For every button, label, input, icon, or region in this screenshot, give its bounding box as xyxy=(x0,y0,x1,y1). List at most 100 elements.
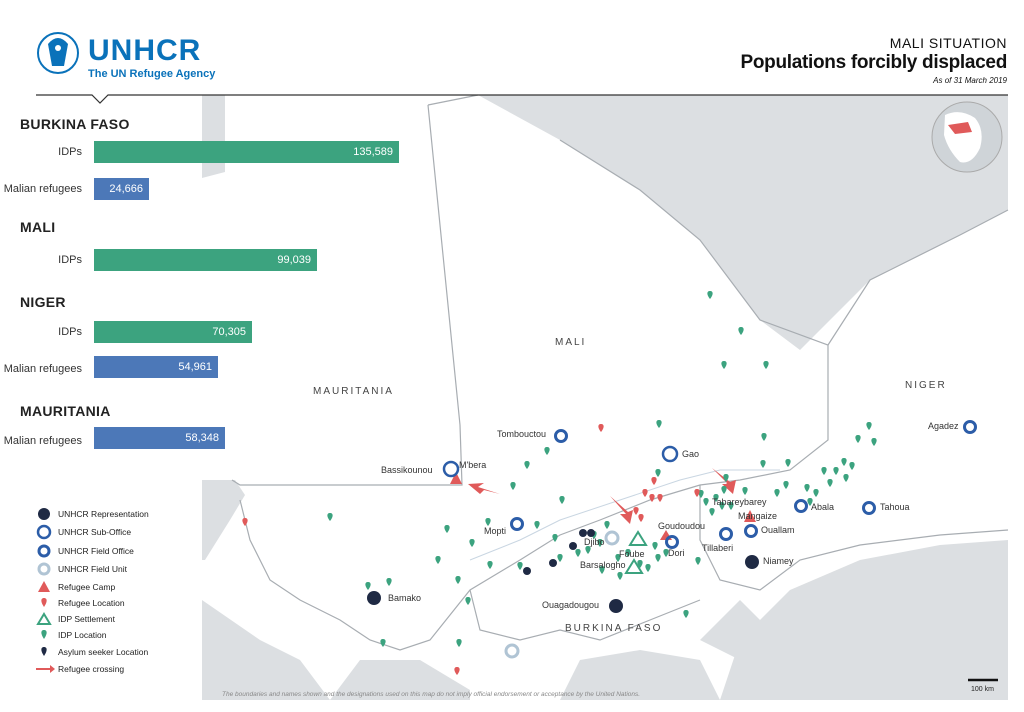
asylum-seeker-location-icon xyxy=(579,529,587,537)
idp-location-icon xyxy=(544,447,550,455)
idp-location-icon xyxy=(723,474,729,482)
idp-location-icon xyxy=(456,639,462,647)
place-label: Mopti xyxy=(484,526,507,536)
unhcr-field-office-icon xyxy=(554,429,568,443)
unhcr-representation-icon xyxy=(367,591,381,605)
unhcr-sub-office-icon xyxy=(661,445,679,463)
idp-location-icon xyxy=(866,422,872,430)
idp-location-icon xyxy=(742,487,748,495)
idp-location-icon xyxy=(760,460,766,468)
stats-row-label: IDPs xyxy=(58,326,82,338)
idp-location-icon xyxy=(663,549,669,557)
unhcr-field-units xyxy=(504,530,620,659)
idp-location-icon xyxy=(380,639,386,647)
idp-location-icon xyxy=(625,549,631,557)
refugee-camp-icon xyxy=(744,510,756,522)
idp-location-icon xyxy=(807,498,813,506)
idp-location-icon xyxy=(728,502,734,510)
idp-location-icon xyxy=(703,498,709,506)
unhcr-logo-emblem xyxy=(37,32,79,74)
stats-bar-value: 70,305 xyxy=(212,326,246,338)
country-label-mauritania: MAURITANIA xyxy=(313,386,394,397)
idp-location-icon xyxy=(557,554,563,562)
idp-location-icon xyxy=(575,549,581,557)
idp-location-icon xyxy=(485,518,491,526)
legend-item: Refugee Camp xyxy=(34,579,115,595)
unhcr-field-office-icon xyxy=(862,501,876,515)
place-label: Bassikounou xyxy=(381,465,433,475)
place-label: Bamako xyxy=(388,593,422,603)
scale-label: 100 km xyxy=(971,686,994,693)
refugee-crossing-icon xyxy=(468,483,500,494)
stats-bar-value: 135,589 xyxy=(353,146,393,158)
logo-name: UNHCR xyxy=(88,34,202,67)
place-label: Gao xyxy=(682,449,700,459)
legend-item: Refugee Location xyxy=(34,595,125,611)
idp-location-icon xyxy=(783,481,789,489)
idp-location-icon xyxy=(774,489,780,497)
idp-location-icon xyxy=(721,361,727,369)
refugee-location-icon xyxy=(642,489,648,497)
place-label: Barsalogho xyxy=(580,560,626,570)
idp-location-icon xyxy=(849,462,855,470)
stats-row-label: Malian refugees xyxy=(3,363,82,375)
refugee-location-icon xyxy=(649,494,655,502)
legend-item: Asylum seeker Location xyxy=(34,644,148,660)
unhcr-sub-offices xyxy=(442,445,679,478)
idp-location-icon xyxy=(524,461,530,469)
ghana-land xyxy=(560,650,720,700)
place-label: Goudoudou xyxy=(658,521,706,531)
map-date: As of 31 March 2019 xyxy=(933,76,1007,85)
idp-location-icon xyxy=(585,546,591,554)
idp-location-icon xyxy=(695,557,701,565)
burkina-south-border xyxy=(469,589,701,641)
unhcr-representation-icon xyxy=(609,599,623,613)
unhcr-field-unit-icon xyxy=(504,643,520,659)
asylum-seeker-location-icon xyxy=(549,559,557,567)
idp-settlement-icon xyxy=(624,558,644,574)
niger-south-border xyxy=(699,485,1009,591)
stats-bar-value: 58,348 xyxy=(185,432,219,444)
place-label: Abala xyxy=(811,502,835,512)
idp-location-icon xyxy=(656,420,662,428)
place-label: M'bera xyxy=(459,460,487,470)
place-label: Djibo xyxy=(584,537,605,547)
idp-location-icon xyxy=(469,539,475,547)
idp-location-icon xyxy=(655,554,661,562)
idp-location-icon xyxy=(386,578,392,586)
legend-item: UNHCR Representation xyxy=(34,506,149,522)
senegal-land xyxy=(202,480,245,560)
idp-location-icon xyxy=(645,564,651,572)
unhcr-representations xyxy=(367,555,759,613)
asylum-seeker-location-icon xyxy=(587,529,595,537)
stats-bar-idp: 70,305 xyxy=(94,321,252,343)
place-label: Tabareybarey xyxy=(712,497,767,507)
benin-land xyxy=(700,600,760,660)
mali-south-border xyxy=(239,139,829,651)
idp-location-icon xyxy=(827,479,833,487)
refugee-location-icon xyxy=(726,482,732,490)
stats-row-label: IDPs xyxy=(58,254,82,266)
idp-location-icon xyxy=(785,459,791,467)
place-label: Tombouctou xyxy=(497,429,547,439)
idp-location-icon xyxy=(855,435,861,443)
unhcr-field-office-icon xyxy=(34,543,54,559)
stats-country-burkina: BURKINA FASO xyxy=(20,116,130,132)
algeria-land xyxy=(478,95,1008,350)
globe-inset xyxy=(931,101,1003,173)
asylum-seeker-location-icon xyxy=(569,542,577,550)
unhcr-logo: UNHCR The UN Refugee Agency xyxy=(88,34,215,81)
idp-location-icon xyxy=(599,566,605,574)
idp-locations xyxy=(327,291,877,647)
header-divider xyxy=(36,94,1008,104)
idp-location-icon xyxy=(559,496,565,504)
guinea-land xyxy=(202,600,330,700)
refugee-crossing-icon xyxy=(610,496,633,524)
unhcr-field-office-icon xyxy=(510,517,524,531)
stats-bar-idp: 99,039 xyxy=(94,249,317,271)
idp-location-icon xyxy=(841,458,847,466)
idp-location-icon xyxy=(698,490,704,498)
mauritania-mali-border xyxy=(231,104,463,486)
idp-location-icon xyxy=(738,327,744,335)
unhcr-field-office-icon xyxy=(794,499,808,513)
